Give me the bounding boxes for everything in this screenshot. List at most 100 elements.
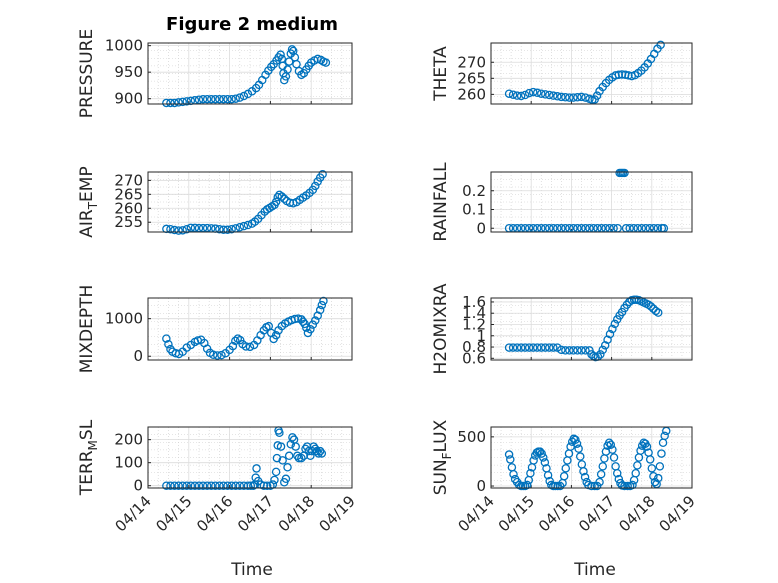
data-point <box>190 481 200 490</box>
x-tick-label: 04/15 <box>152 492 195 535</box>
data-point <box>528 343 538 352</box>
y-tick-label: 950 <box>114 63 143 81</box>
data-point <box>611 71 620 80</box>
data-point <box>509 469 518 479</box>
data-point <box>504 343 514 352</box>
data-point <box>227 94 236 104</box>
data-point <box>239 221 249 231</box>
data-point <box>262 481 272 490</box>
y-tick-label: 265 <box>457 69 486 87</box>
data-point <box>579 467 588 476</box>
data-point <box>235 223 245 232</box>
data-point <box>614 474 624 484</box>
data-point <box>319 296 328 306</box>
data-point <box>306 324 315 334</box>
data-point <box>312 446 322 456</box>
data-point <box>633 461 642 470</box>
data-point <box>162 334 171 343</box>
y-axis-label: H2OMIXRA <box>431 283 451 374</box>
data-point <box>198 481 208 490</box>
data-point <box>545 90 554 100</box>
data-point <box>277 192 287 201</box>
data-point <box>612 468 622 478</box>
data-point <box>646 302 656 311</box>
axes-box <box>490 426 693 489</box>
data-point <box>206 94 216 104</box>
data-point <box>609 453 619 462</box>
data-point <box>213 351 222 360</box>
data-point <box>656 40 665 50</box>
data-point <box>508 343 518 352</box>
data-point <box>283 463 292 472</box>
axes-box <box>147 426 353 489</box>
data-point <box>272 453 282 463</box>
data-point <box>577 92 586 102</box>
data-point <box>170 98 179 108</box>
data-point <box>215 94 224 104</box>
data-point <box>252 464 261 473</box>
data-point <box>317 300 327 310</box>
data-point <box>541 90 550 99</box>
data-point <box>565 346 574 355</box>
data-point <box>164 339 173 349</box>
data-point <box>219 481 228 490</box>
data-point <box>311 316 320 325</box>
axes-box <box>147 42 353 105</box>
data-point <box>190 223 200 233</box>
data-point <box>284 57 294 66</box>
data-point <box>611 462 620 471</box>
data-point <box>628 480 637 490</box>
data-point <box>545 343 554 352</box>
data-point <box>239 91 249 101</box>
data-point <box>245 342 255 352</box>
y-tick-label: 260 <box>114 199 143 217</box>
data-point <box>280 194 289 204</box>
data-point <box>524 343 534 352</box>
data-point <box>182 481 192 490</box>
data-point <box>284 451 294 461</box>
y-tick-label: 1 <box>476 327 486 345</box>
x-tick-label: 04/14 <box>455 492 498 535</box>
data-point <box>219 225 228 235</box>
data-point <box>246 481 256 490</box>
data-point <box>581 346 590 355</box>
data-point <box>288 433 297 442</box>
data-point <box>198 94 208 104</box>
data-point <box>573 346 582 355</box>
data-point <box>642 442 652 451</box>
data-point <box>211 94 220 104</box>
y-tick-label: 270 <box>114 171 143 189</box>
y-tick-label: 500 <box>457 428 486 446</box>
data-point <box>276 50 285 59</box>
data-point <box>653 308 663 317</box>
data-point <box>228 341 238 351</box>
data-point <box>186 481 196 490</box>
x-tick-label: 04/14 <box>112 492 155 535</box>
data-point <box>561 464 571 473</box>
data-point <box>537 343 546 352</box>
data-point <box>227 481 236 490</box>
data-point <box>561 93 570 102</box>
data-point <box>620 481 629 491</box>
data-point <box>206 481 216 490</box>
y-axis-label: AIRTEMP <box>77 166 100 237</box>
data-point <box>623 481 632 491</box>
data-point <box>297 453 306 463</box>
data-point <box>162 98 171 108</box>
data-point <box>598 345 608 355</box>
data-point <box>516 343 526 352</box>
data-point <box>211 481 220 490</box>
data-point <box>655 462 665 471</box>
data-point <box>605 329 615 339</box>
data-point <box>512 91 522 100</box>
data-point <box>243 220 253 230</box>
data-point <box>662 426 671 436</box>
data-point <box>314 449 323 458</box>
data-point <box>600 454 609 463</box>
data-point <box>294 453 304 463</box>
data-point <box>559 471 569 481</box>
data-point <box>557 345 566 355</box>
